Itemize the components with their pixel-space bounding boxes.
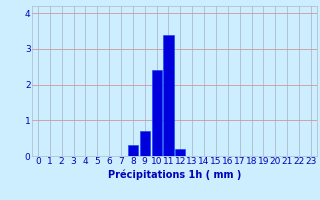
X-axis label: Précipitations 1h ( mm ): Précipitations 1h ( mm ) [108,169,241,180]
Bar [140,131,150,156]
Bar [128,145,138,156]
Bar [152,70,162,156]
Bar [175,149,185,156]
Bar [164,35,173,156]
